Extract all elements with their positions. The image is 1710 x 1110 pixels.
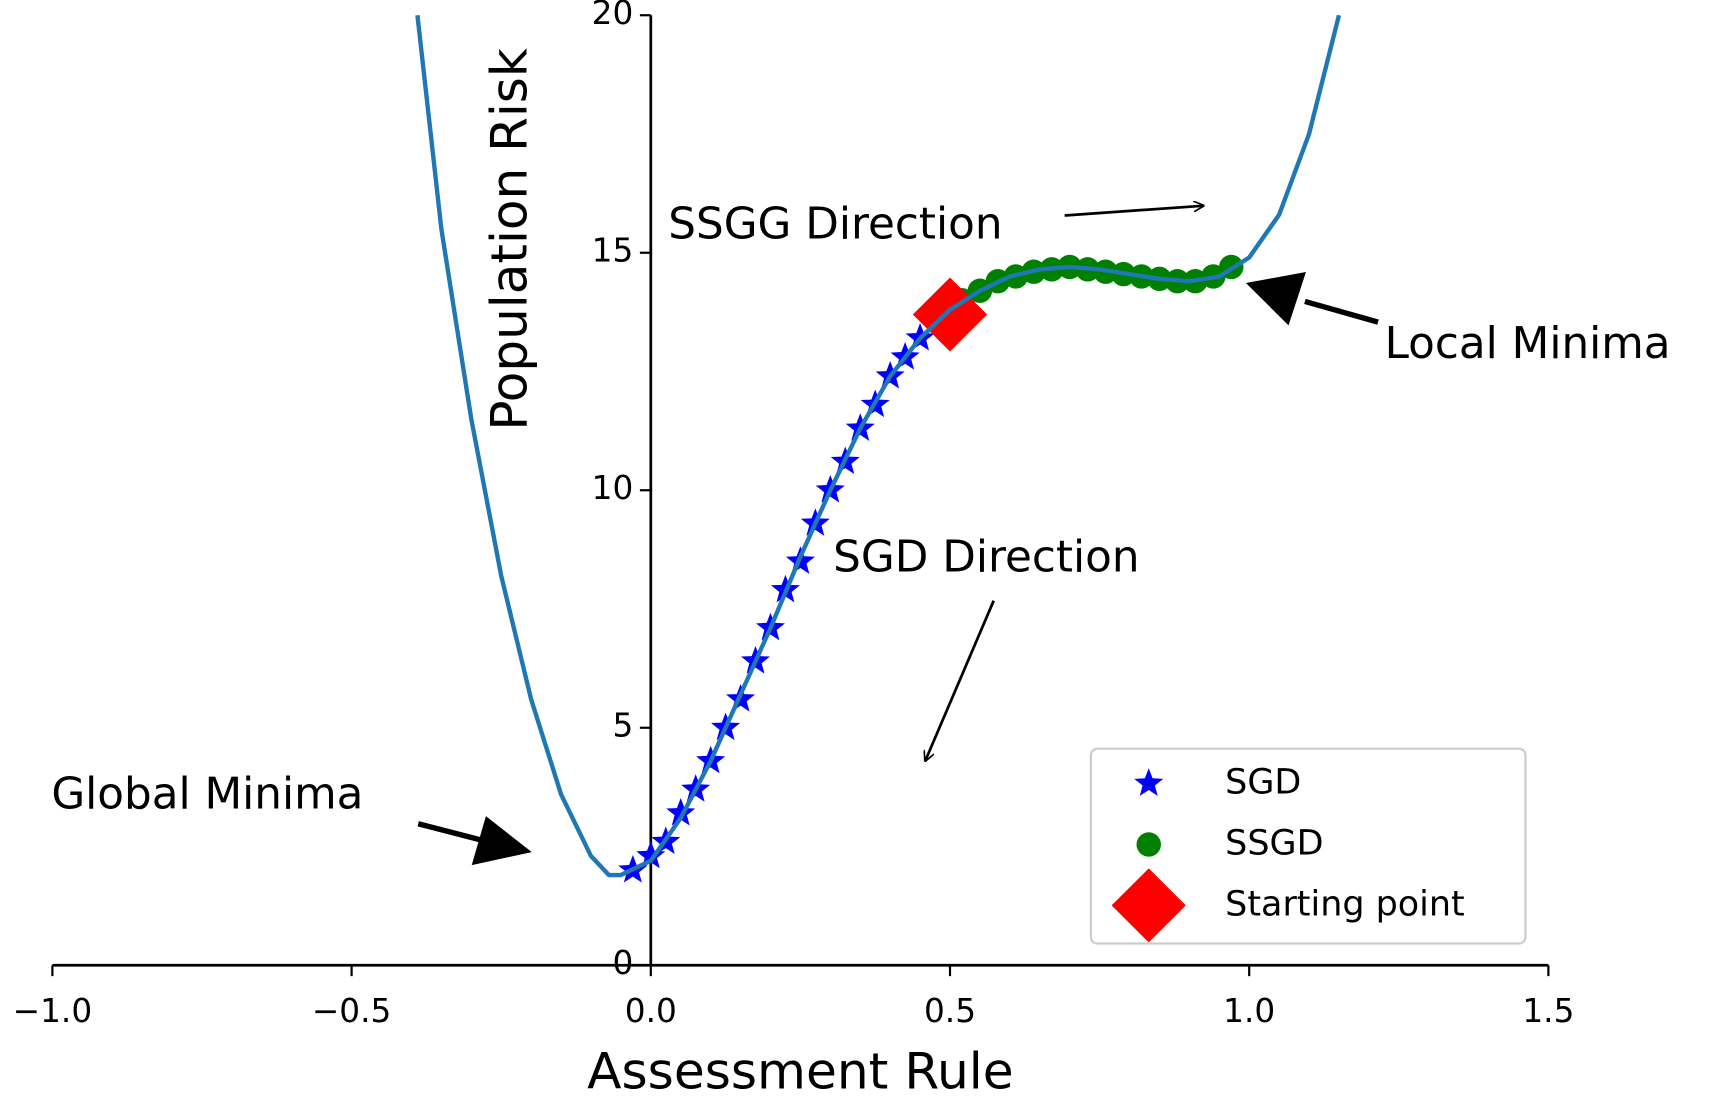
x-tick-label: −0.5 (312, 992, 392, 1030)
star-marker (1134, 768, 1164, 796)
star-marker (666, 798, 696, 826)
y-tick-label: 5 (613, 707, 634, 745)
y-tick-label: 15 (592, 232, 634, 270)
legend: SGD SSGD Starting point (1089, 747, 1527, 945)
y-tick-label: 10 (592, 469, 634, 507)
circle-marker (1136, 832, 1161, 857)
x-tick-label: 1.0 (1223, 992, 1275, 1030)
annotation: SSGG Direction (668, 199, 1002, 249)
y-axis-label: Population Risk (480, 48, 539, 431)
arrow (925, 600, 995, 762)
x-tick-label: 0.5 (924, 992, 976, 1030)
annotation: Global Minima (51, 770, 363, 820)
arrow (1304, 298, 1379, 325)
legend-label: SSGD (1225, 824, 1323, 864)
annotation: SGD Direction (833, 532, 1139, 582)
plot-area: −1.0 −0.5 0.0 0.5 1.0 1.5 0 5 10 15 20 (13, 0, 1575, 1030)
arrow (417, 821, 487, 844)
legend-label: Starting point (1225, 884, 1465, 924)
legend-box (1089, 747, 1527, 945)
x-tick-label: 1.5 (1522, 992, 1574, 1030)
y-tick-label: 20 (592, 0, 634, 32)
arrow-head (471, 816, 532, 866)
annotation: Local Minima (1385, 319, 1671, 369)
arrow (1064, 206, 1205, 217)
y-tick-label: 0 (613, 944, 634, 982)
x-tick-label: −1.0 (13, 992, 93, 1030)
risk-curve (415, 14, 1342, 878)
x-axis-label: Assessment Rule (587, 1042, 1013, 1101)
legend-label: SGD (1225, 763, 1301, 803)
arrow-head (1245, 272, 1306, 326)
diamond-marker (1111, 868, 1186, 943)
star-marker (636, 840, 666, 869)
x-tick-label: 0.0 (625, 992, 677, 1030)
